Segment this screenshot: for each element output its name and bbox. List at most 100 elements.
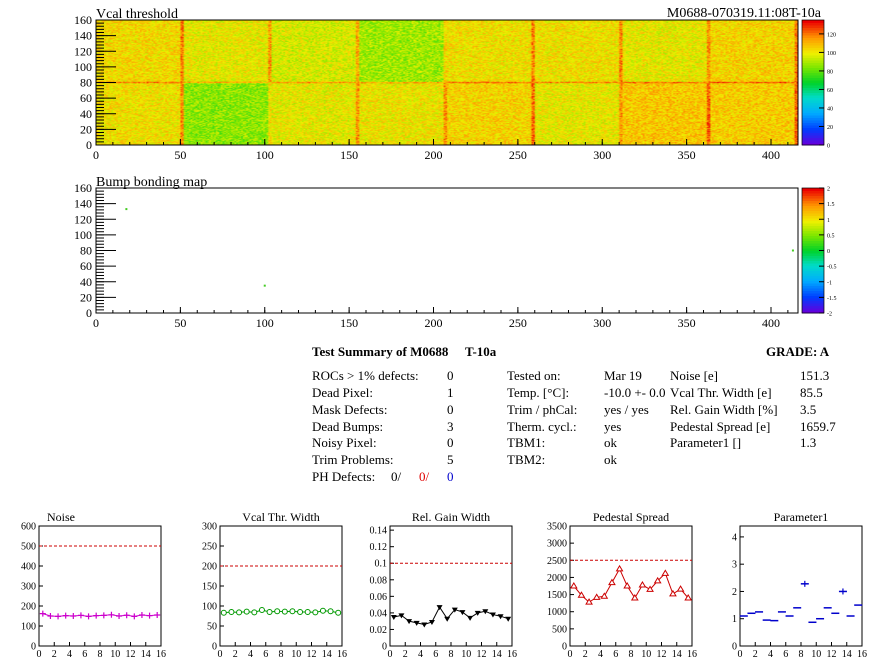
y-tick-label: 120 (74, 44, 92, 58)
bump-defect-point (791, 249, 794, 252)
palette-band (802, 248, 824, 251)
plot-title: Pedestal Spread (593, 510, 669, 524)
x-tick-label: 300 (593, 148, 611, 162)
palette-band (802, 115, 824, 118)
data-point (390, 615, 397, 621)
palette-band (802, 70, 824, 73)
x-tick-label: 150 (340, 316, 358, 330)
palette-band (802, 253, 824, 256)
palette-band (802, 220, 824, 224)
x-tick-label: 350 (678, 148, 696, 162)
y-tick-label: 0 (212, 642, 217, 653)
x-tick-label: 2 (233, 649, 238, 660)
palette-tick-label: -2 (827, 312, 832, 318)
palette-tick-label: 60 (827, 88, 833, 94)
data-point (100, 612, 107, 619)
data-point (467, 615, 474, 621)
data-point (131, 613, 138, 620)
palette-band (802, 290, 824, 294)
x-tick-label: 100 (256, 316, 274, 330)
palette-band (802, 188, 824, 191)
x-tick-label: 8 (279, 649, 284, 660)
x-tick-label: 8 (629, 649, 634, 660)
data-point (335, 609, 342, 616)
data-point (684, 594, 693, 601)
palette-band (802, 125, 824, 128)
palette-band (802, 137, 824, 141)
palette-band (802, 57, 824, 61)
palette-band (802, 35, 824, 38)
palette-band (802, 120, 824, 123)
palette-band (802, 92, 824, 96)
palette-band (802, 230, 824, 234)
palette-band (802, 37, 824, 41)
palette-band (802, 198, 824, 201)
data-point (93, 612, 100, 619)
data-point (615, 564, 624, 572)
data-point (569, 582, 578, 589)
palette-band (802, 102, 824, 106)
data-point (676, 585, 685, 592)
palette-band (802, 62, 824, 66)
data-point (623, 582, 632, 589)
y-tick-label: 160 (74, 181, 92, 195)
plot-title: Vcal Thr. Width (242, 510, 319, 524)
y-tick-label: 40 (80, 275, 92, 289)
palette-band (802, 265, 824, 269)
y-tick-label: 80 (80, 76, 92, 90)
data-point (220, 609, 227, 616)
palette-band (802, 258, 824, 261)
palette-band (802, 30, 824, 33)
palette-band (802, 52, 824, 56)
palette-band (802, 255, 824, 259)
data-point (251, 609, 258, 616)
data-point (85, 613, 92, 620)
palette-band (802, 110, 824, 113)
palette-band (802, 213, 824, 216)
y-tick-label: 160 (74, 13, 92, 27)
y-tick-label: 500 (552, 624, 567, 635)
data-point (669, 589, 677, 597)
palette-band (802, 218, 824, 221)
x-tick-label: 10 (811, 649, 821, 660)
palette-tick-label: -0.5 (827, 265, 837, 271)
palette-tick-label: -1 (827, 280, 832, 286)
palette-band (802, 285, 824, 289)
palette-band (802, 27, 824, 31)
palette-band (802, 278, 824, 281)
palette-band (802, 298, 824, 301)
palette-band (802, 72, 824, 76)
palette-band (802, 250, 824, 254)
data-point (266, 609, 273, 615)
y-tick-label: 0.12 (370, 542, 388, 553)
palette-tick-label: 2 (827, 187, 830, 193)
palette-band (802, 240, 824, 244)
palette-band (802, 82, 824, 86)
palette-band (802, 135, 824, 138)
x-tick-label: 2 (403, 649, 408, 660)
y-tick-label: 3500 (547, 522, 567, 533)
palette-band (802, 77, 824, 81)
palette-band (802, 208, 824, 211)
palette-band (802, 95, 824, 98)
y-tick-label: 20 (80, 290, 92, 304)
data-point (304, 609, 311, 615)
y-tick-label: 140 (74, 197, 92, 211)
map-title: Vcal threshold (96, 7, 178, 22)
palette-band (802, 223, 824, 226)
data-point (459, 610, 466, 616)
y-tick-label: 300 (202, 522, 217, 533)
palette-band (802, 112, 824, 116)
data-point (398, 613, 405, 619)
data-point (274, 608, 281, 615)
y-tick-label: 2 (732, 587, 737, 598)
x-tick-label: 12 (827, 649, 837, 660)
palette-band (802, 80, 824, 83)
x-tick-label: 14 (492, 649, 502, 660)
data-point (146, 612, 153, 619)
x-tick-label: 12 (657, 649, 667, 660)
palette-band (802, 90, 824, 93)
x-tick-label: 400 (762, 316, 780, 330)
data-point (236, 609, 243, 616)
